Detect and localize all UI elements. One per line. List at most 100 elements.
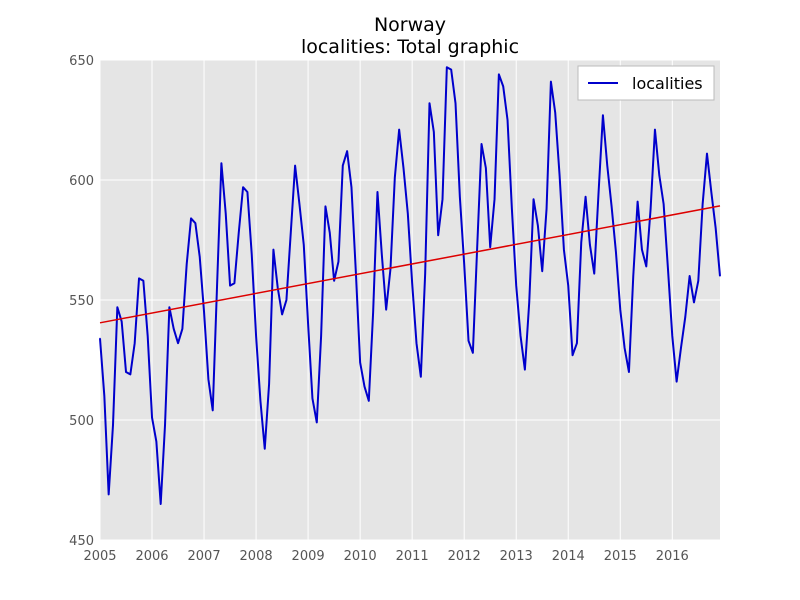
data-point [658,174,660,176]
data-point [316,421,318,423]
data-point [402,167,405,169]
data-point [515,285,517,287]
data-point [511,208,513,210]
data-point [506,119,509,121]
data-point [346,150,348,152]
data-point [372,311,374,313]
data-point [311,397,314,399]
data-point [632,275,634,277]
data-point [194,222,196,224]
data-point [324,205,327,207]
data-point [255,335,257,337]
data-point [593,273,595,275]
data-point [550,81,552,83]
data-point [624,347,626,349]
data-point [125,371,127,373]
data-point [463,263,465,265]
data-point [537,225,539,227]
x-tick-label: 2007 [188,549,221,564]
data-point [116,306,118,308]
data-point [702,203,704,205]
data-point [641,249,643,251]
data-point [342,165,344,167]
data-point [99,337,101,339]
data-point [671,335,673,337]
data-point [502,85,504,87]
data-point [121,321,123,323]
data-point [238,232,240,234]
data-point [229,285,231,287]
data-point [112,424,114,426]
data-point [532,198,535,200]
data-point [576,342,578,344]
data-point [719,275,721,277]
data-point [368,400,370,402]
data-point [645,265,647,267]
data-point [524,369,526,371]
data-point [489,246,491,248]
data-point [606,165,608,167]
data-point [706,153,708,155]
data-point [151,417,153,419]
trend-line [99,205,721,324]
data-point [277,287,279,289]
data-point [528,301,530,303]
data-point [663,203,665,205]
data-point [220,162,222,164]
data-point [602,114,604,116]
data-point [498,73,500,75]
data-point [363,385,366,387]
data-point [268,383,270,385]
data-point [428,102,431,104]
data-point [676,381,678,383]
data-point [246,191,249,193]
data-point [168,306,170,308]
data-point [667,268,669,270]
data-point [160,503,162,505]
data-point [637,201,639,203]
x-tick-label: 2009 [292,549,325,564]
data-point [359,361,361,363]
data-point [333,280,335,282]
x-tick-label: 2014 [552,549,585,564]
legend: localities [577,65,715,101]
data-point [272,249,275,251]
data-point [376,191,379,193]
data-point [450,69,452,71]
y-tick-label: 450 [69,534,94,549]
data-point [155,441,157,443]
data-point [558,174,561,176]
x-tick-label: 2006 [135,549,168,564]
y-tick-label: 550 [69,294,94,309]
data-point [225,213,227,215]
data-point [108,493,110,495]
data-point [281,313,283,315]
legend-label-localities: localities [632,74,703,93]
data-point [147,335,149,337]
data-point [541,270,543,272]
data-point [589,244,591,246]
data-point [563,249,565,251]
data-point [242,186,244,188]
chart-subtitle: localities: Total graphic [301,36,519,58]
data-point [298,203,301,205]
data-point [493,198,496,200]
data-point [337,261,340,263]
data-point [320,335,322,337]
data-point [654,129,656,131]
data-point [103,395,105,397]
data-point [181,328,183,330]
data-point [290,232,292,234]
data-point [433,131,435,133]
data-point [454,102,457,104]
data-point [415,342,418,344]
data-point [381,253,383,255]
data-point [186,263,188,265]
data-point [411,282,413,284]
data-point [610,205,613,207]
data-point [294,165,296,167]
data-point [307,323,309,325]
y-tick-label: 650 [69,54,94,69]
data-point [138,277,140,279]
